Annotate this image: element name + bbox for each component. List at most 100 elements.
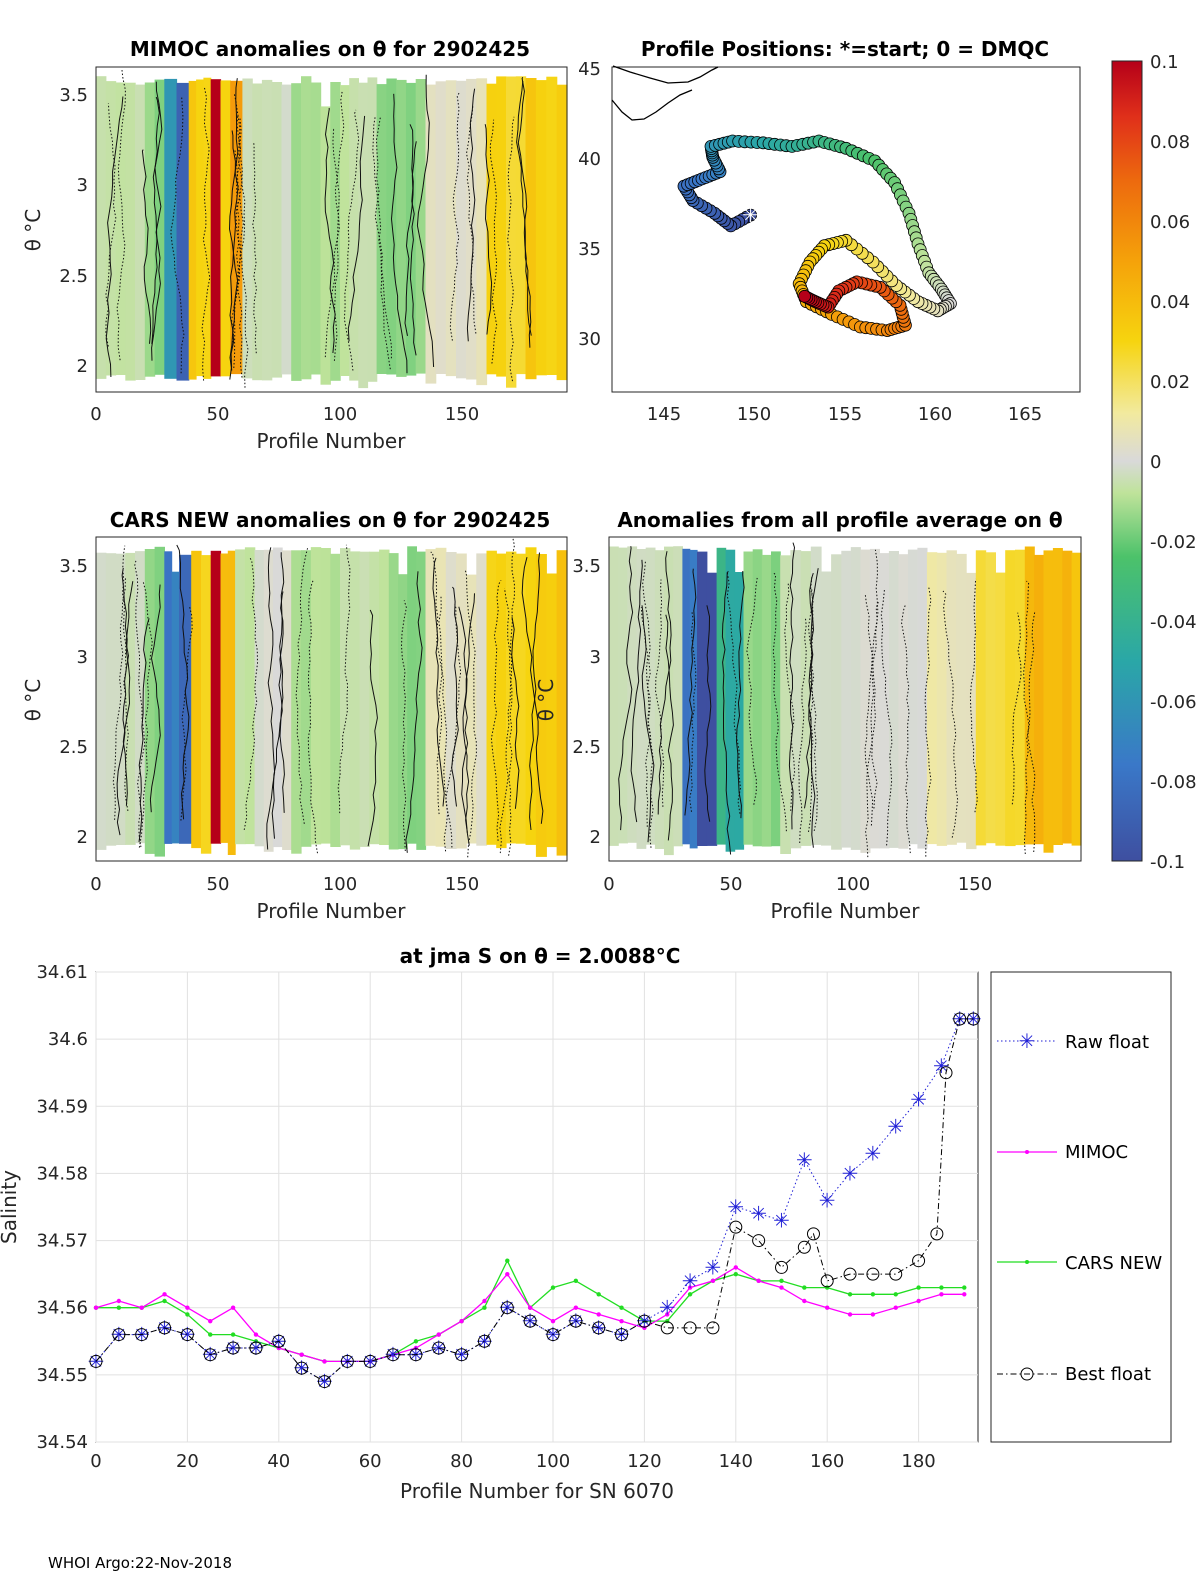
- contour-line: [229, 130, 239, 380]
- positions-xtick: 155: [828, 404, 862, 425]
- legend-mimoc-label: MIMOC: [1065, 1142, 1128, 1163]
- heatmap-cell: [388, 553, 399, 850]
- heatmap-cell: [425, 549, 437, 846]
- heatmap-cell: [515, 76, 527, 375]
- salinity-series: ✳✳ ✳ ✳ ✳✳ ✳ ✳ ✳✳✳✳ ✳ ✳ ✳ ✳ ✳✳✳✳✳✳ ✳ ✳✳✳✳✳✳ ✳ ✳✳✳✳✳✳✳✳✳✳: [88, 1007, 982, 1394]
- heatmap-cell: [780, 555, 791, 854]
- heatmap-cell: [1071, 552, 1082, 846]
- data-point: [482, 1305, 487, 1310]
- heatmap-cell: [179, 554, 192, 844]
- data-point: [299, 1352, 304, 1357]
- heatmap-cell: [407, 546, 417, 844]
- cars-xtick: 0: [90, 874, 101, 895]
- colorbar-tick: 0: [1150, 452, 1161, 473]
- heatmap-cell: [435, 81, 447, 375]
- contour-line: [151, 96, 160, 345]
- contour-line: [726, 572, 742, 814]
- data-point: [226, 1341, 240, 1355]
- heatmap-cell: [1005, 550, 1016, 847]
- heatmap-cell: [673, 546, 683, 847]
- contour-line: [176, 544, 190, 820]
- contour-line: [641, 605, 655, 843]
- data-point: [322, 1359, 327, 1364]
- heatmap-cell: [340, 85, 350, 376]
- data-point: [185, 1305, 190, 1310]
- contour-line: [466, 88, 476, 342]
- mimoc-ytick: 2: [77, 356, 88, 377]
- data-point: [870, 1292, 876, 1297]
- heatmap-cell: [1062, 550, 1073, 844]
- profile-position-point: [798, 289, 811, 303]
- salinity-xtick: 180: [901, 1451, 935, 1472]
- heatmap-cell: [645, 547, 656, 845]
- colorbar-tick: -0.08: [1150, 772, 1197, 793]
- heatmap-cell: [191, 550, 202, 849]
- heatmap-cell: [556, 550, 568, 856]
- heatmap-cell: [1034, 554, 1045, 845]
- data-point: [390, 1352, 396, 1357]
- colorbar-tick: 0.04: [1150, 292, 1190, 313]
- data-point: [619, 1318, 624, 1324]
- salinity-legend: ✳ Raw float MIMOC CARS NEW Best float: [990, 971, 1172, 1443]
- heatmap-cell: [618, 547, 628, 844]
- contour-line: [630, 559, 643, 823]
- data-point: [272, 1334, 286, 1348]
- contour-line: [266, 547, 276, 850]
- heatmap-cell: [379, 549, 390, 845]
- salinity-ytick: 34.61: [36, 962, 88, 983]
- heatmap-cell: [810, 546, 822, 845]
- data-point: [962, 1285, 967, 1290]
- contour-line: [689, 610, 697, 812]
- colorbar: 0.1 0.08 0.06 0.04 0.02 0 -0.02 -0.04 -0…: [1111, 52, 1197, 873]
- heatmap-cell: [821, 571, 832, 846]
- heatmap-cell: [466, 574, 477, 844]
- heatmap-cell: [496, 76, 507, 377]
- data-point: [230, 1305, 236, 1310]
- colorbar-tick: 0.02: [1150, 372, 1190, 393]
- panel-cars: CARS NEW anomalies on θ for 2902425 0 50…: [21, 508, 568, 923]
- data-point: [546, 1328, 560, 1342]
- salinity-xtick: 40: [267, 1451, 290, 1472]
- data-point: [912, 1254, 926, 1268]
- series-line: [95, 1018, 974, 1383]
- heatmap-cell: [556, 84, 568, 381]
- heatmap-cell: [535, 554, 547, 857]
- contour-line: [390, 93, 408, 374]
- contour-line: [372, 116, 391, 370]
- heatmap-cell: [907, 549, 918, 845]
- heatmap-cell: [330, 82, 341, 381]
- colorbar-tick: -0.02: [1150, 532, 1197, 553]
- data-point: [687, 1292, 693, 1297]
- data-point: [116, 1298, 122, 1304]
- heatmap-cell: [743, 551, 754, 845]
- salinity-xtick: 20: [176, 1451, 199, 1472]
- heatmap-cell: [790, 550, 802, 849]
- legend-best-marker: [1020, 1367, 1034, 1381]
- data-point: [459, 1318, 464, 1324]
- heatmap-cell: [627, 546, 638, 843]
- data-point: [455, 1348, 469, 1362]
- data-point: ✳: [590, 1316, 607, 1340]
- heatmap-cell: [697, 551, 708, 846]
- contour-line: [618, 546, 634, 831]
- data-point: [820, 1274, 834, 1288]
- positions-ytick: 35: [578, 239, 601, 260]
- data-point: [847, 1292, 853, 1297]
- heatmap-cell: [96, 76, 107, 379]
- heatmap-cell: [716, 547, 727, 845]
- positions-xtick: 165: [1008, 404, 1042, 425]
- heatmap-cell: [841, 550, 852, 848]
- heatmap-cell: [445, 552, 457, 849]
- heatmap-cell: [320, 106, 331, 385]
- legend-cars: CARS NEW: [997, 1253, 1162, 1274]
- contour-line: [798, 616, 807, 844]
- contour-line: [151, 81, 163, 361]
- contour-line: [367, 609, 378, 847]
- heatmap-cell: [525, 78, 537, 380]
- heatmap-cell: [706, 572, 718, 846]
- heatmap-cell: [546, 573, 558, 848]
- data-point: ✳: [453, 1343, 470, 1367]
- heatmap-cell: [985, 552, 996, 844]
- contour-line: [804, 572, 814, 809]
- start-asterisk-icon: ✳: [742, 203, 759, 227]
